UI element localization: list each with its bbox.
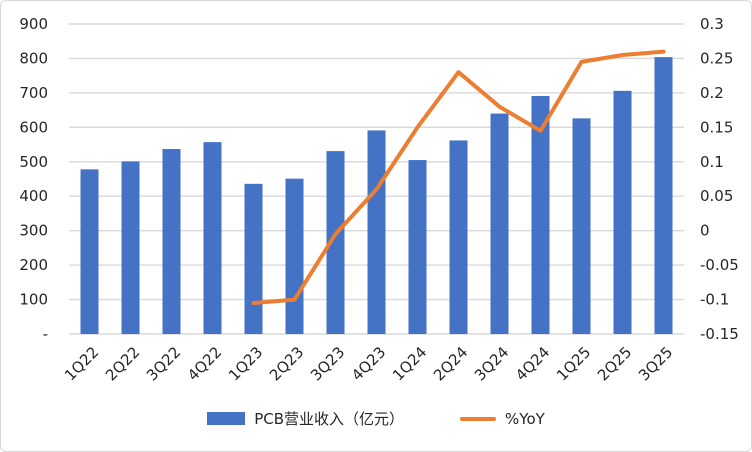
revenue-bar [162, 149, 181, 334]
bar-series-legend-label: PCB营业收入（亿元） [254, 410, 405, 428]
left-axis-tick-label: 300 [19, 222, 48, 240]
revenue-bar [613, 90, 632, 334]
line-series-swatch [460, 416, 497, 421]
left-axis-tick-label: 400 [19, 187, 48, 205]
pcb-revenue-yoy-chart: 900 0.3 800 0.25 700 0.2 600 0.15 500 0.1 400 0.05 3… [19, 15, 739, 384]
revenue-bar [490, 113, 509, 334]
left-axis-tick-label: 500 [19, 153, 48, 171]
x-axis-category-label: 1Q24 [389, 343, 430, 384]
right-axis-tick-label: 0.05 [700, 187, 733, 205]
revenue-bar [408, 160, 427, 334]
x-axis-category-label: 4Q23 [348, 343, 389, 384]
right-axis-tick-label: 0.2 [700, 84, 724, 102]
x-axis-category-label: 1Q23 [225, 343, 266, 384]
x-axis-category-label: 2Q23 [266, 343, 307, 384]
x-axis-category-label: 3Q24 [471, 343, 512, 384]
revenue-bar [80, 169, 99, 334]
chart-legend: PCB营业收入（亿元） %YoY [1, 408, 751, 429]
right-axis-tick-label: 0 [700, 222, 710, 240]
left-axis-tick-label: 700 [19, 84, 48, 102]
revenue-bar [367, 130, 386, 334]
line-series-legend-label: %YoY [505, 409, 545, 428]
x-axis-category-label: 3Q22 [143, 343, 184, 384]
revenue-bar [285, 178, 304, 334]
left-axis-tick-label: 200 [19, 256, 48, 274]
left-axis-tick-label: - [43, 325, 48, 343]
revenue-bar [654, 57, 673, 335]
revenue-bar [244, 183, 263, 334]
x-axis-category-label: 4Q24 [512, 343, 553, 384]
x-axis-category-label: 2Q25 [594, 343, 635, 384]
left-axis-tick-label: 100 [19, 291, 48, 309]
revenue-bar [121, 161, 140, 334]
left-axis-tick-label: 800 [19, 49, 48, 67]
x-axis-category-label: 1Q25 [553, 343, 594, 384]
revenue-bar [449, 140, 468, 334]
left-axis-tick-label: 900 [19, 15, 48, 33]
revenue-bar [572, 118, 591, 334]
left-axis-tick-label: 600 [19, 118, 48, 136]
x-axis-category-label: 4Q22 [184, 343, 225, 384]
right-axis-tick-label: 0.1 [700, 153, 724, 171]
yoy-line [251, 49, 666, 305]
revenue-bar [531, 95, 550, 334]
revenue-bar [326, 151, 345, 334]
legend-item-yoy: %YoY [460, 410, 545, 428]
x-axis-category-label: 3Q25 [635, 343, 676, 384]
right-axis-tick-label: 0.15 [700, 118, 733, 136]
bar-series-swatch [207, 412, 246, 425]
right-axis-tick-label: 0.25 [700, 49, 733, 67]
right-axis-tick-label: -0.05 [700, 256, 739, 274]
x-axis-category-label: 2Q24 [430, 343, 471, 384]
revenue-bar [203, 142, 222, 334]
right-axis-tick-label: -0.1 [700, 291, 729, 309]
x-axis-category-label: 3Q23 [307, 343, 348, 384]
x-axis-category-label: 1Q22 [61, 343, 102, 384]
legend-item-pcb-revenue: PCB营业收入（亿元） [207, 408, 404, 429]
right-axis-tick-label: 0.3 [700, 15, 724, 33]
right-axis-tick-label: -0.15 [700, 325, 739, 343]
x-axis-category-label: 2Q22 [102, 343, 143, 384]
